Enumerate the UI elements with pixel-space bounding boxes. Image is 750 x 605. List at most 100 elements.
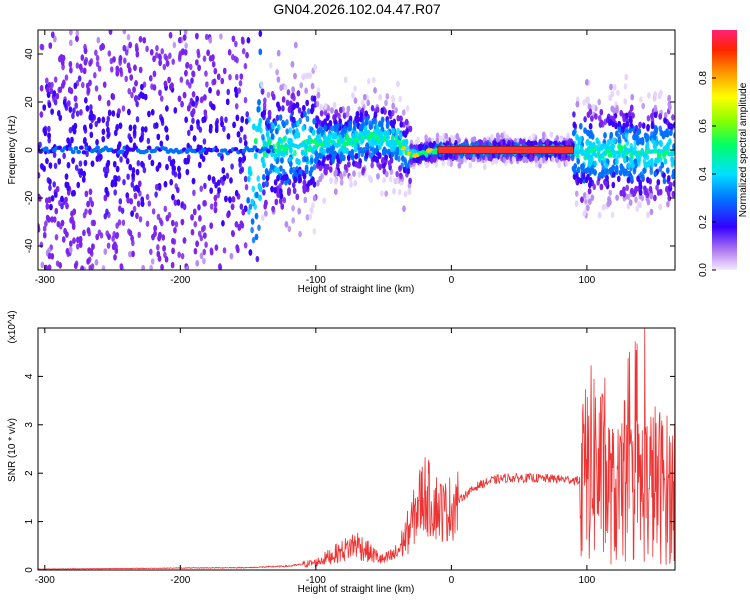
heatmap-cell	[172, 41, 177, 49]
heatmap-cell	[160, 48, 165, 55]
heatmap-cell	[291, 181, 296, 189]
heatmap-cell	[125, 158, 130, 165]
heatmap-cell	[401, 109, 406, 116]
heatmap-cell	[134, 80, 138, 87]
heatmap-cell	[83, 136, 87, 144]
heatmap-cell	[202, 55, 207, 62]
heatmap-cell	[366, 99, 371, 107]
heatmap-cell	[323, 103, 328, 110]
heatmap-cell	[84, 190, 89, 198]
heatmap-cell	[202, 138, 207, 145]
heatmap-cell	[103, 213, 108, 220]
heatmap-cell	[177, 172, 182, 180]
heatmap-cell	[319, 110, 324, 117]
heatmap-cell	[202, 257, 206, 265]
heatmap-cell	[44, 220, 48, 227]
heatmap-cell	[239, 125, 244, 133]
heatmap-cell	[305, 214, 310, 221]
heatmap-cell	[115, 70, 120, 77]
heatmap-cell	[196, 119, 200, 126]
heatmap-cell	[53, 35, 57, 43]
heatmap-cell	[173, 171, 178, 178]
heatmap-cell	[309, 178, 313, 186]
heatmap-cell	[84, 208, 88, 215]
heatmap-cell	[622, 186, 626, 193]
heatmap-cell	[61, 236, 66, 243]
heatmap-cell	[405, 105, 410, 112]
heatmap-cell	[50, 108, 54, 115]
heatmap-cell	[138, 66, 143, 74]
heatmap-cell	[50, 216, 54, 223]
heatmap-cell	[84, 97, 88, 104]
heatmap-cell	[318, 164, 323, 172]
heatmap-cell	[666, 189, 671, 197]
heatmap-cell	[279, 84, 283, 91]
heatmap-cell	[73, 82, 78, 90]
heatmap-cell	[191, 70, 195, 77]
heatmap-cell	[646, 211, 650, 219]
heatmap-cell	[352, 124, 357, 132]
heatmap-cell	[128, 229, 133, 237]
heatmap-cell	[500, 132, 504, 140]
heatmap-cell	[623, 98, 627, 105]
heatmap-cell	[593, 160, 597, 167]
heatmap-cell	[191, 91, 196, 98]
heatmap-cell	[263, 97, 267, 104]
heatmap-cell	[58, 86, 63, 93]
heatmap-cell	[250, 218, 255, 225]
heatmap-cell	[392, 118, 397, 126]
heatmap-cell	[585, 193, 590, 201]
heatmap-cell	[316, 180, 320, 187]
heatmap-cell	[384, 170, 389, 178]
heatmap-cell	[610, 211, 615, 219]
heatmap-cell	[52, 96, 56, 103]
heatmap-cell	[138, 216, 143, 223]
heatmap-cell	[380, 116, 385, 123]
heatmap-cell	[156, 244, 160, 251]
heatmap-cell	[299, 82, 303, 89]
heatmap-cell	[209, 123, 213, 131]
heatmap-cell	[188, 63, 193, 71]
heatmap-cell	[662, 177, 667, 185]
heatmap-cell	[373, 87, 377, 94]
heatmap-cell	[612, 171, 616, 178]
heatmap-cell	[286, 89, 291, 96]
heatmap-cell	[137, 231, 142, 239]
heatmap-cell	[266, 91, 271, 99]
heatmap-cell	[71, 112, 75, 120]
heatmap-cell	[663, 117, 667, 124]
heatmap-cell	[376, 173, 380, 180]
heatmap-cell	[40, 261, 45, 269]
heatmap-cell	[219, 33, 223, 40]
heatmap-cell	[315, 115, 320, 123]
heatmap-cell	[151, 208, 156, 215]
heatmap-cell	[76, 181, 81, 189]
heatmap-cell	[82, 229, 86, 237]
heatmap-cell	[289, 167, 293, 175]
heatmap-cell	[330, 125, 335, 132]
heatmap-cell	[647, 92, 651, 99]
heatmap-cell	[42, 225, 47, 232]
heatmap-cell	[264, 210, 268, 217]
heatmap-cell	[239, 203, 244, 210]
heatmap-cell	[202, 248, 207, 256]
heatmap-cell	[666, 167, 670, 174]
heatmap-cell	[331, 157, 335, 164]
heatmap-cell	[113, 189, 117, 196]
heatmap-cell	[130, 235, 134, 242]
heatmap-cell	[217, 179, 221, 186]
heatmap-cell	[653, 106, 658, 114]
heatmap-cell	[214, 244, 219, 251]
heatmap-cell	[237, 224, 242, 231]
heatmap-cell	[604, 143, 608, 151]
heatmap-cell	[58, 114, 63, 121]
heatmap-cell	[623, 83, 628, 90]
heatmap-cell	[75, 110, 80, 117]
heatmap-cell	[95, 139, 99, 146]
heatmap-cell	[222, 67, 227, 75]
heatmap-cell	[655, 184, 659, 191]
heatmap-cell	[165, 55, 169, 62]
heatmap-cell	[94, 49, 98, 56]
heatmap-cell	[668, 181, 673, 189]
heatmap-cell	[396, 80, 400, 88]
